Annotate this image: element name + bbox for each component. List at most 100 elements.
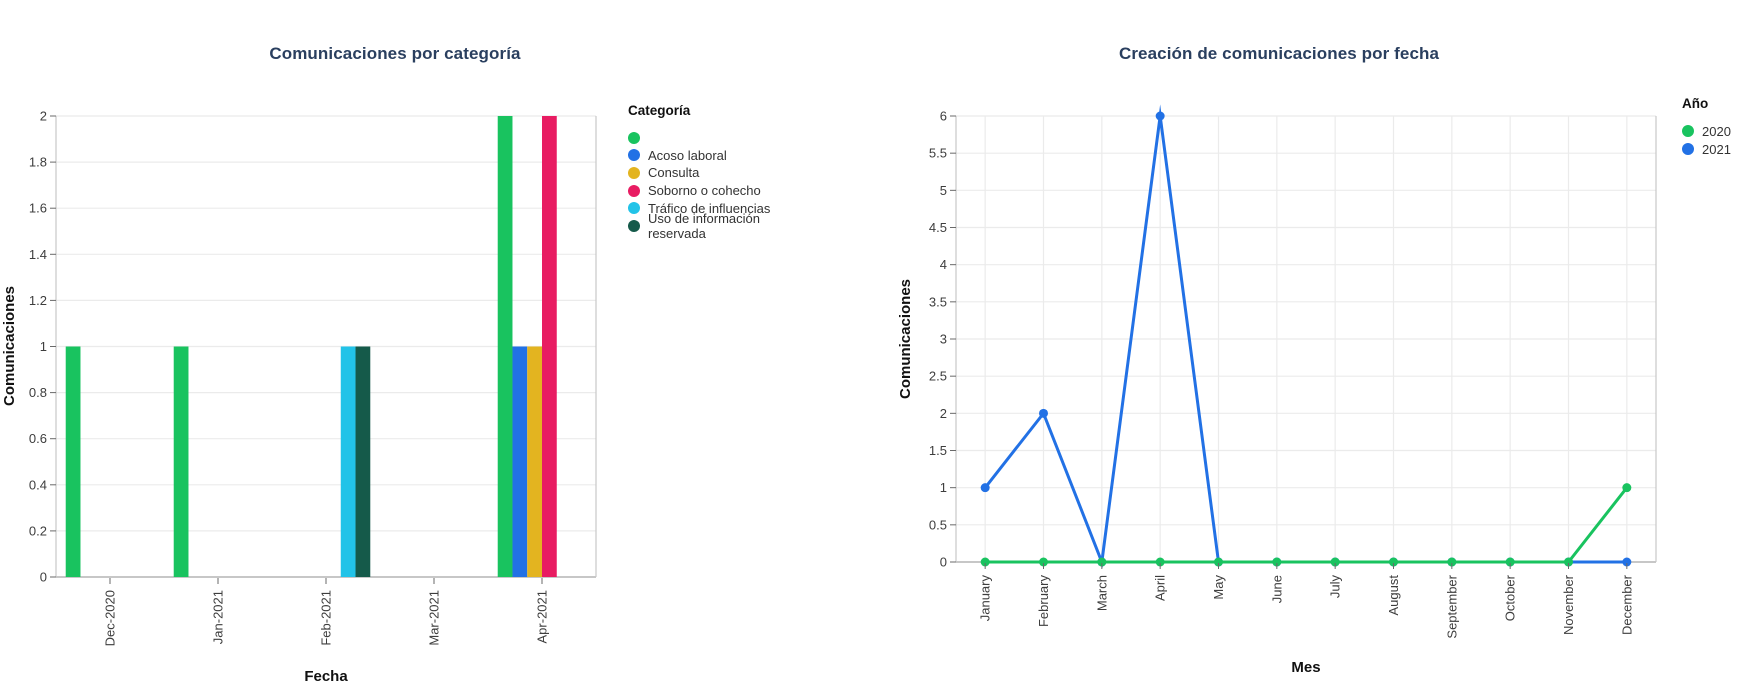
legend-item-label: 2020 bbox=[1702, 123, 1731, 139]
bar-chart-figure: Comunicaciones por categoría 0 0.2 0.4 0.6 0… bbox=[0, 0, 790, 699]
x-tick-label: September bbox=[1444, 574, 1459, 638]
data-point bbox=[980, 557, 990, 567]
legend-item-2020[interactable]: 2020 bbox=[1682, 122, 1731, 140]
legend-anio: Año 2020 2021 bbox=[1682, 96, 1731, 158]
y-tick-label: 0.8 bbox=[29, 385, 47, 400]
y-tick-label: 2 bbox=[940, 406, 947, 421]
legend-swatch-icon bbox=[628, 166, 640, 179]
data-point bbox=[1389, 557, 1398, 567]
legend-item-label: 2021 bbox=[1702, 141, 1731, 157]
legend-categoria: Categoría Acoso laboral Consulta Soborno o… bbox=[628, 103, 790, 241]
legend-swatch-icon bbox=[1682, 143, 1694, 155]
data-point bbox=[1622, 557, 1632, 567]
y-tick-label: 1.5 bbox=[929, 443, 947, 458]
legend-item-acoso-laboral[interactable]: Acoso laboral bbox=[628, 147, 790, 165]
legend-swatch-icon bbox=[628, 131, 640, 144]
legend-categoria-items: Acoso laboral Consulta Soborno o cohecho Tr… bbox=[628, 129, 790, 241]
x-tick-label: July bbox=[1328, 575, 1343, 599]
legend-item-tráfico-de-influencias[interactable]: Tráfico de influencias bbox=[628, 199, 790, 217]
bar bbox=[527, 346, 542, 577]
y-tick-label: 1 bbox=[40, 339, 47, 354]
x-axis-title: Fecha bbox=[304, 668, 348, 685]
bar bbox=[340, 346, 356, 577]
x-axis-title: Mes bbox=[1291, 659, 1320, 676]
data-point bbox=[1097, 557, 1107, 567]
y-tick-label: 1.2 bbox=[29, 293, 47, 308]
data-point bbox=[1505, 557, 1515, 567]
legend-swatch-icon bbox=[1682, 125, 1694, 137]
legend-item-uso-de-información-reservada[interactable]: Uso de información reservada bbox=[628, 211, 790, 241]
y-tick-label: 0.6 bbox=[29, 431, 47, 446]
x-tick-label: Dec-2020 bbox=[103, 590, 118, 646]
y-tick-label: 0.5 bbox=[929, 517, 947, 532]
legend-swatch-icon bbox=[628, 202, 640, 215]
bar bbox=[65, 346, 81, 577]
legend-swatch-icon bbox=[628, 184, 640, 197]
legend-categoria-title: Categoría bbox=[628, 103, 691, 118]
legend-anio-title: Año bbox=[1682, 96, 1709, 111]
data-point bbox=[1330, 557, 1340, 567]
legend-item-label: Consulta bbox=[648, 165, 700, 181]
data-point bbox=[1622, 483, 1632, 493]
y-tick-label: 1.4 bbox=[29, 247, 47, 262]
bar bbox=[497, 116, 513, 577]
y-tick-label: 4 bbox=[940, 257, 947, 272]
data-point bbox=[1039, 557, 1048, 567]
y-tick-label: 1.8 bbox=[29, 155, 47, 170]
bar bbox=[542, 116, 557, 577]
x-tick-label: Feb-2021 bbox=[319, 590, 334, 646]
line-chart-title: Creación de comunicaciones por fecha bbox=[1118, 44, 1440, 63]
bar bbox=[355, 346, 371, 577]
legend-anio-items: 2020 2021 bbox=[1682, 122, 1731, 158]
legend-item[interactable] bbox=[628, 129, 790, 147]
y-tick-label: 1.6 bbox=[29, 201, 47, 216]
legend-item-consulta[interactable]: Consulta bbox=[628, 164, 790, 182]
bar-chart-plot-area[interactable]: 0 0.2 0.4 0.6 0.8 1 1.2 1.4 1.6 1.8 2 Dec-2020 Jan-2… bbox=[0, 0, 790, 699]
data-point bbox=[1155, 111, 1165, 121]
bar bbox=[173, 346, 189, 577]
x-tick-label: May bbox=[1211, 575, 1226, 600]
line-series-2020 bbox=[985, 486, 1629, 564]
y-axis-title: Comunicaciones bbox=[1, 286, 18, 406]
x-tick-label: October bbox=[1503, 574, 1518, 621]
y-tick-label: 0 bbox=[40, 570, 47, 585]
x-tick-label: November bbox=[1561, 574, 1576, 635]
data-point bbox=[1155, 557, 1165, 567]
data-point bbox=[1447, 557, 1457, 567]
legend-item-label: Acoso laboral bbox=[648, 147, 727, 163]
x-tick-label: Apr-2021 bbox=[535, 590, 550, 643]
x-tick-label: January bbox=[978, 575, 993, 622]
y-tick-label: 2.5 bbox=[929, 369, 947, 384]
y-tick-label: 5 bbox=[940, 183, 947, 198]
x-tick-label: Mar-2021 bbox=[427, 590, 442, 646]
y-tick-label: 6 bbox=[940, 109, 947, 124]
x-tick-label: February bbox=[1036, 575, 1051, 628]
y-tick-label: 4.5 bbox=[929, 220, 947, 235]
legend-item-soborno-o-cohecho[interactable]: Soborno o cohecho bbox=[628, 182, 790, 200]
data-point bbox=[1564, 557, 1573, 567]
data-point bbox=[1214, 557, 1223, 567]
y-tick-label: 1 bbox=[940, 480, 947, 495]
data-point bbox=[1039, 408, 1048, 418]
legend-swatch-icon bbox=[628, 149, 640, 162]
y-tick-label: 3.5 bbox=[929, 294, 947, 309]
legend-swatch-icon bbox=[628, 219, 640, 232]
legend-item-2021[interactable]: 2021 bbox=[1682, 140, 1731, 158]
line-chart-figure: Creación de comunicaciones por fecha 0 0.… bbox=[820, 0, 1738, 699]
line-chart-plot-area[interactable]: 0 0.5 1 1.5 2 2.5 3 3.5 4 4.5 5 5.5 6 January February… bbox=[820, 0, 1738, 699]
bar bbox=[512, 346, 528, 577]
legend-item-label: Uso de información reservada bbox=[648, 210, 760, 241]
x-tick-label: March bbox=[1094, 575, 1109, 611]
data-point bbox=[980, 483, 990, 493]
legend-item-label: Soborno o cohecho bbox=[648, 183, 761, 199]
x-tick-label: April bbox=[1153, 575, 1168, 601]
x-tick-label: December bbox=[1619, 574, 1634, 635]
y-tick-label: 0.2 bbox=[29, 523, 47, 538]
y-tick-label: 5.5 bbox=[929, 146, 947, 161]
y-tick-label: 0 bbox=[940, 555, 947, 570]
y-axis-title: Comunicaciones bbox=[897, 279, 914, 399]
y-tick-label: 3 bbox=[940, 332, 947, 347]
x-tick-label: June bbox=[1269, 575, 1284, 603]
x-tick-label: August bbox=[1386, 575, 1401, 616]
